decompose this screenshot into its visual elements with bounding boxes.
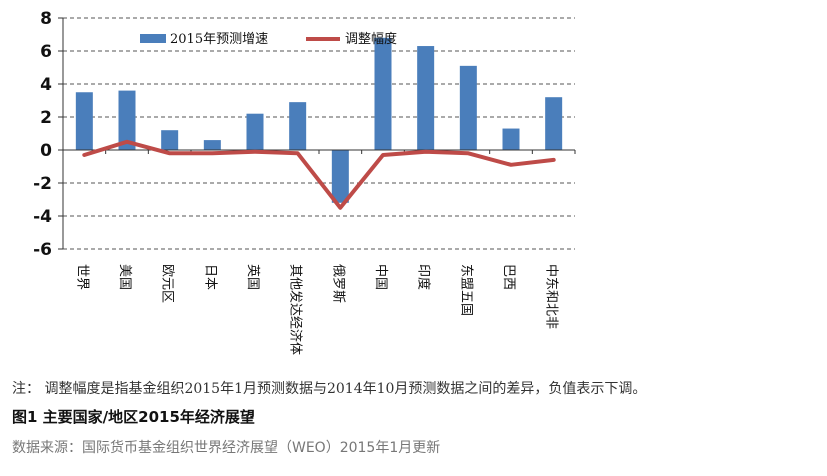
x-category-label: 俄罗斯 [330, 264, 345, 303]
x-category-label: 东盟五国 [458, 264, 473, 316]
x-category-label: 其他发达经济体 [288, 264, 304, 355]
x-category-label: 中国 [373, 264, 388, 290]
bar [502, 128, 520, 150]
data-source: 数据来源：国际货币基金组织世界经济展望（WEO）2015年1月更新 [12, 440, 441, 456]
y-tick-label: 8 [40, 9, 52, 29]
chart-note: 注： 调整幅度是指基金组织2015年1月预测数据与2014年10月预测数据之间的… [12, 381, 647, 397]
bar [374, 37, 392, 150]
bar [161, 130, 179, 150]
bar [118, 90, 136, 150]
series-line [82, 139, 556, 210]
bar [246, 113, 264, 150]
x-category-label: 世界 [74, 264, 89, 290]
legend-line-label: 调整幅度 [345, 31, 397, 47]
y-tick-label: -4 [33, 207, 52, 227]
x-category-label: 巴西 [501, 264, 516, 290]
y-tick-label: 0 [40, 141, 52, 161]
legend-bar-swatch [140, 34, 166, 43]
y-tick-label: -2 [33, 174, 52, 194]
bar [545, 97, 563, 150]
x-category-label: 英国 [245, 264, 260, 290]
bar [203, 140, 221, 150]
figure-title: 图1 主要国家/地区2015年经济展望 [12, 408, 255, 426]
legend-bar-label: 2015年预测增速 [170, 32, 268, 47]
x-category-label: 印度 [416, 264, 432, 290]
bar [459, 65, 477, 150]
bar [289, 102, 307, 150]
x-category-label: 欧元区 [160, 264, 175, 303]
y-tick-label: 4 [40, 75, 52, 95]
x-category-label: 美国 [117, 264, 132, 290]
x-category-label: 日本 [202, 264, 217, 290]
x-category-label: 中东和北非 [544, 264, 559, 329]
y-tick-label: 2 [40, 108, 52, 128]
bar [417, 46, 435, 150]
y-tick-label: 6 [40, 42, 52, 62]
bar [75, 92, 93, 150]
y-tick-label: -6 [33, 240, 52, 260]
bar [331, 150, 349, 203]
